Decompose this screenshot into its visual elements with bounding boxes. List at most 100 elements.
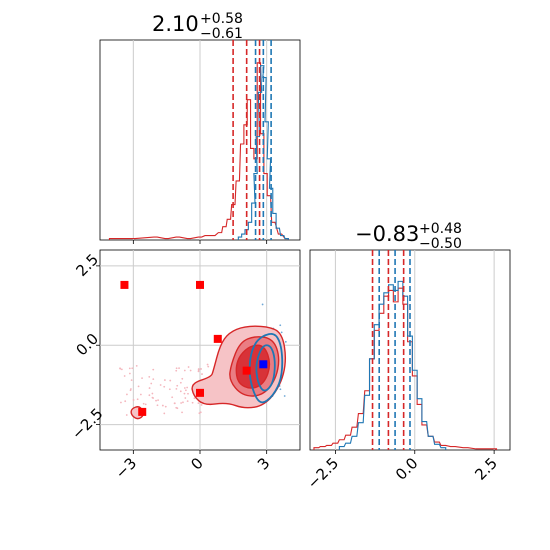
sample-point (148, 375, 151, 378)
sample-point (164, 405, 167, 408)
title-plus: +0.48 (419, 221, 462, 237)
marker-square-red (213, 334, 222, 343)
y-ticks: −2.5 0.0 2.5 (68, 250, 106, 443)
square-markers (120, 280, 268, 416)
sample-point (171, 396, 174, 399)
sample-point (183, 387, 186, 389)
sample-point (182, 401, 184, 404)
quantile-lines (232, 40, 272, 240)
x-ticks: −3 0 3 (112, 450, 273, 482)
sample-point (199, 411, 202, 414)
sample-point (139, 393, 142, 396)
sample-point (179, 381, 182, 384)
sample-point (128, 372, 131, 375)
sample-point (156, 404, 159, 407)
sample-point (176, 407, 179, 410)
sample-point (150, 382, 153, 385)
sample-point (130, 379, 133, 382)
sample-point (161, 404, 164, 407)
sample-point (141, 377, 143, 380)
sample-point (284, 340, 287, 343)
panel-title-param-0: 2.10 (152, 12, 199, 36)
contours (130, 325, 287, 420)
sample-point (191, 401, 194, 404)
sample-point (125, 414, 128, 416)
sample-point (261, 303, 264, 306)
sample-point (283, 395, 286, 397)
sample-point (189, 369, 192, 372)
sample-point (187, 366, 190, 368)
histogram-blue (338, 280, 447, 450)
histogram-blue (237, 65, 289, 240)
histograms (313, 280, 498, 450)
sample-point (151, 392, 154, 395)
sample-point (279, 388, 282, 391)
sample-point (135, 364, 138, 367)
tick-label: −3 (112, 454, 140, 482)
tick-label: −2.5 (304, 454, 342, 492)
sample-point (193, 397, 196, 400)
sample-point (197, 370, 200, 373)
sample-point (157, 399, 159, 402)
histogram-red (108, 62, 289, 240)
sample-point (163, 385, 166, 388)
sample-point (181, 377, 184, 380)
sample-point (175, 369, 178, 372)
histograms (108, 62, 289, 240)
sample-point (279, 324, 282, 327)
sample-point (206, 363, 209, 366)
histogram-red (313, 287, 498, 450)
marker-square-red (120, 280, 129, 289)
marker-square-red (138, 407, 147, 416)
sample-point (175, 367, 178, 370)
sample-point (131, 367, 134, 370)
sample-point (126, 393, 128, 396)
sample-point (197, 402, 200, 405)
tick-label: 2.5 (72, 250, 102, 280)
sample-point (120, 368, 123, 371)
sample-point (186, 400, 189, 402)
sample-point (180, 402, 183, 404)
sample-point (123, 375, 126, 377)
marginal-histogram-param-1: −2.5 0.0 2.5 (304, 249, 511, 493)
sample-point (175, 387, 178, 390)
panel-title-param-1: −0.83 (355, 222, 419, 246)
sample-point (183, 392, 186, 395)
sample-point (176, 384, 179, 387)
sample-point (163, 379, 166, 381)
sample-point (152, 378, 155, 381)
tick-label: 0.0 (72, 330, 102, 360)
title-median: −0.83 (355, 222, 419, 246)
sample-point (186, 386, 189, 389)
sample-point (148, 387, 151, 389)
marginal-histogram-param-0 (99, 39, 301, 244)
sample-point (128, 367, 131, 370)
contour-blue (255, 344, 276, 392)
sample-point (184, 389, 187, 392)
sample-point (148, 394, 151, 397)
sample-point (120, 401, 122, 404)
contour-red (235, 344, 271, 389)
title-minus: −0.50 (419, 236, 462, 252)
sample-point (152, 368, 155, 371)
tick-label: −2.5 (68, 405, 106, 443)
tick-label: 3 (254, 454, 273, 473)
title-plus: +0.58 (200, 11, 243, 27)
sample-point (198, 412, 201, 415)
title-median: 2.10 (152, 12, 199, 36)
sample-point (136, 398, 139, 401)
marker-square-red (196, 280, 204, 289)
title-minus: −0.61 (200, 26, 243, 42)
sample-point (197, 368, 200, 370)
contour-blue (248, 332, 284, 404)
sample-point (119, 367, 122, 370)
sample-point (132, 399, 135, 401)
tick-label: 0.0 (392, 454, 422, 484)
sample-point (129, 389, 132, 392)
sample-point (137, 385, 140, 388)
sample-point (142, 402, 145, 405)
marker-square-red (242, 366, 251, 375)
grid (334, 250, 495, 450)
x-ticks (132, 240, 268, 244)
